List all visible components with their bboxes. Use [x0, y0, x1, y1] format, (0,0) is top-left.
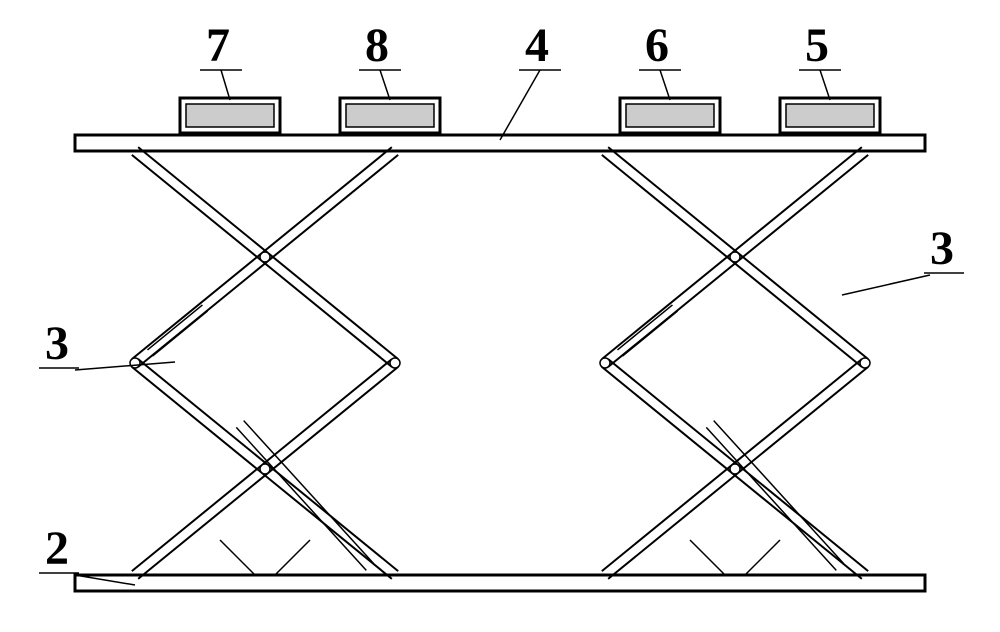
label-3-right: 3 [930, 225, 954, 273]
scissor-lift-diagram [0, 0, 1000, 632]
label-5: 5 [805, 22, 829, 70]
label-4: 4 [525, 22, 549, 70]
label-8: 8 [365, 22, 389, 70]
label-7: 7 [206, 22, 230, 70]
label-2: 2 [45, 525, 69, 573]
label-6: 6 [645, 22, 669, 70]
label-3-left: 3 [45, 320, 69, 368]
